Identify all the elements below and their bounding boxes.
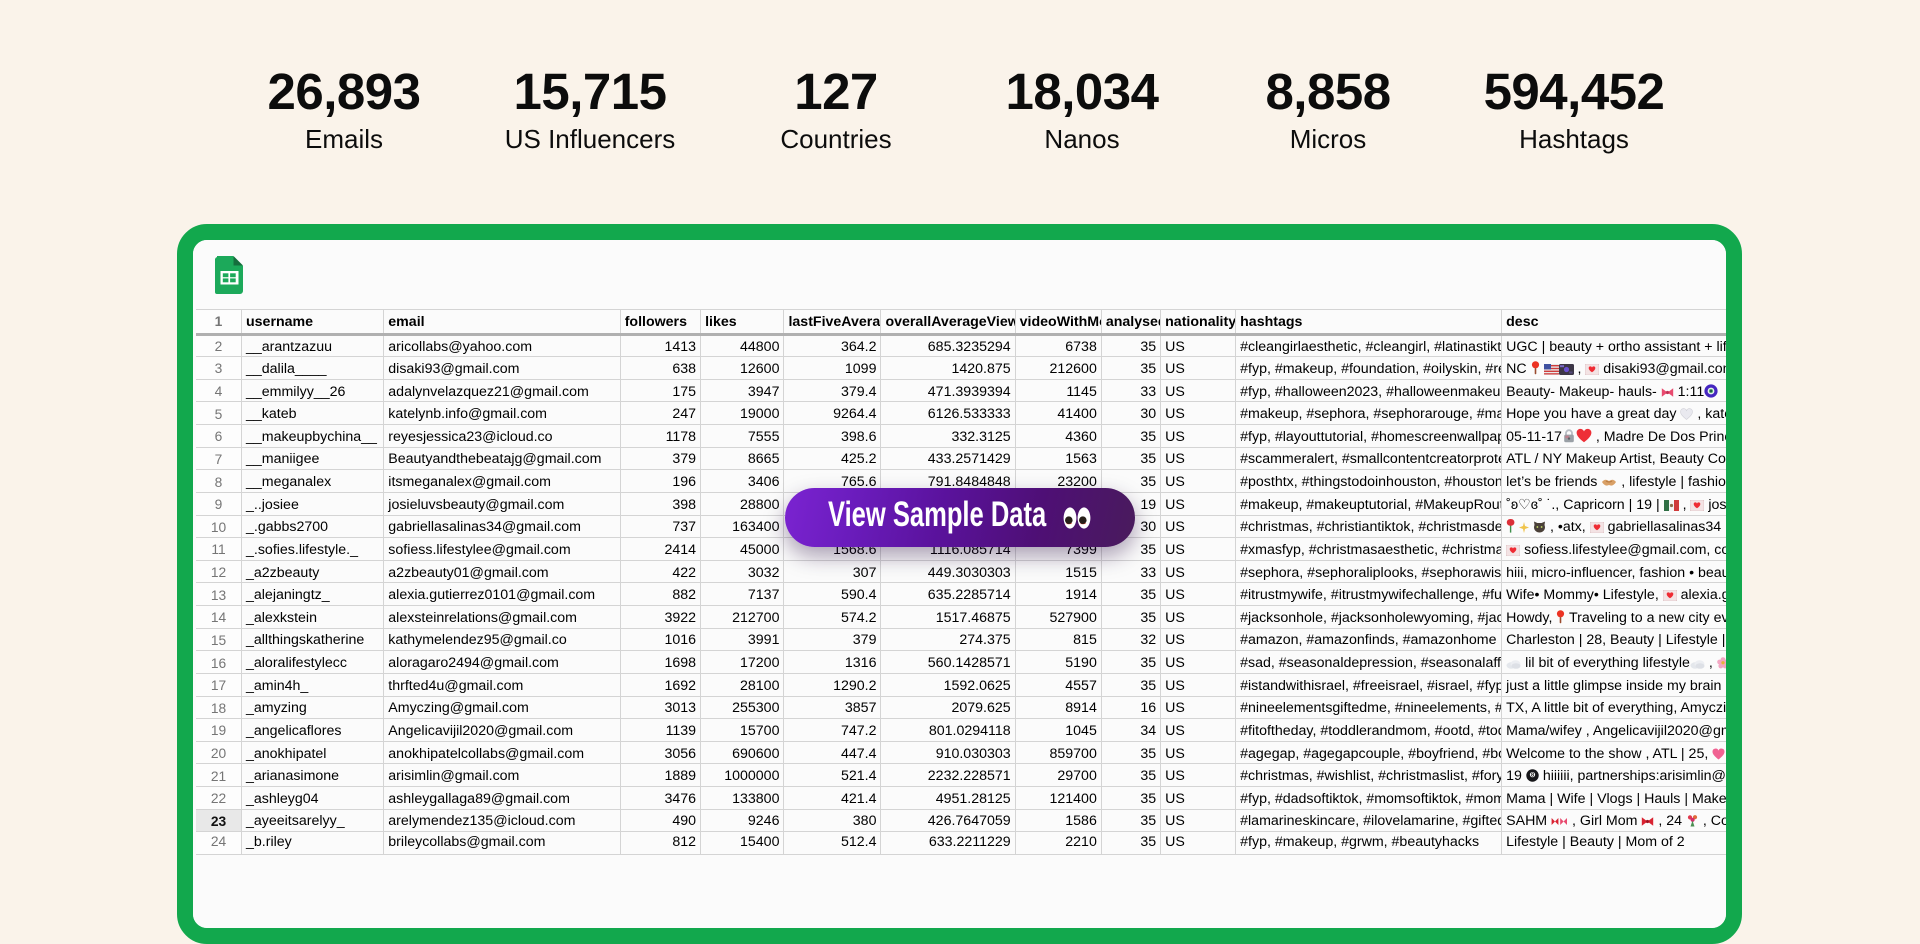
svg-text:8: 8 bbox=[1531, 773, 1534, 779]
